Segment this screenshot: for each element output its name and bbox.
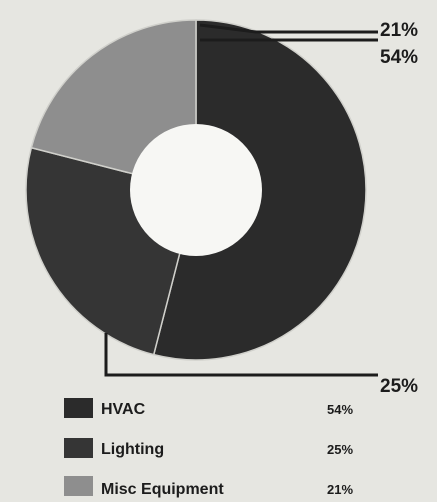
callout-line-misc: [199, 23, 378, 34]
legend-value-lighting: 25%: [327, 442, 353, 457]
donut-hole: [130, 124, 262, 256]
legend-swatch-misc-equipment: [64, 476, 93, 496]
legend-value-hvac: 54%: [327, 402, 353, 417]
legend-label-lighting: Lighting: [101, 441, 164, 458]
legend-value-misc-equipment: 21%: [327, 482, 353, 497]
legend-item-lighting: Lighting 25%: [64, 438, 353, 458]
legend-item-misc-equipment: Misc Equipment 21%: [64, 476, 353, 498]
callout-line-lighting: [104, 333, 378, 377]
legend-swatch-hvac: [64, 398, 93, 418]
legend: HVAC 54% Lighting 25% Misc Equipment 21%: [64, 398, 353, 498]
legend-label-hvac: HVAC: [101, 401, 146, 418]
legend-label-misc-equipment: Misc Equipment: [101, 481, 224, 498]
legend-item-hvac: HVAC 54%: [64, 398, 353, 418]
callout-label-lighting: 25%: [380, 376, 418, 397]
legend-swatch-lighting: [64, 438, 93, 458]
callout-label-hvac: 54%: [380, 47, 418, 68]
callout-label-misc: 21%: [380, 20, 418, 41]
